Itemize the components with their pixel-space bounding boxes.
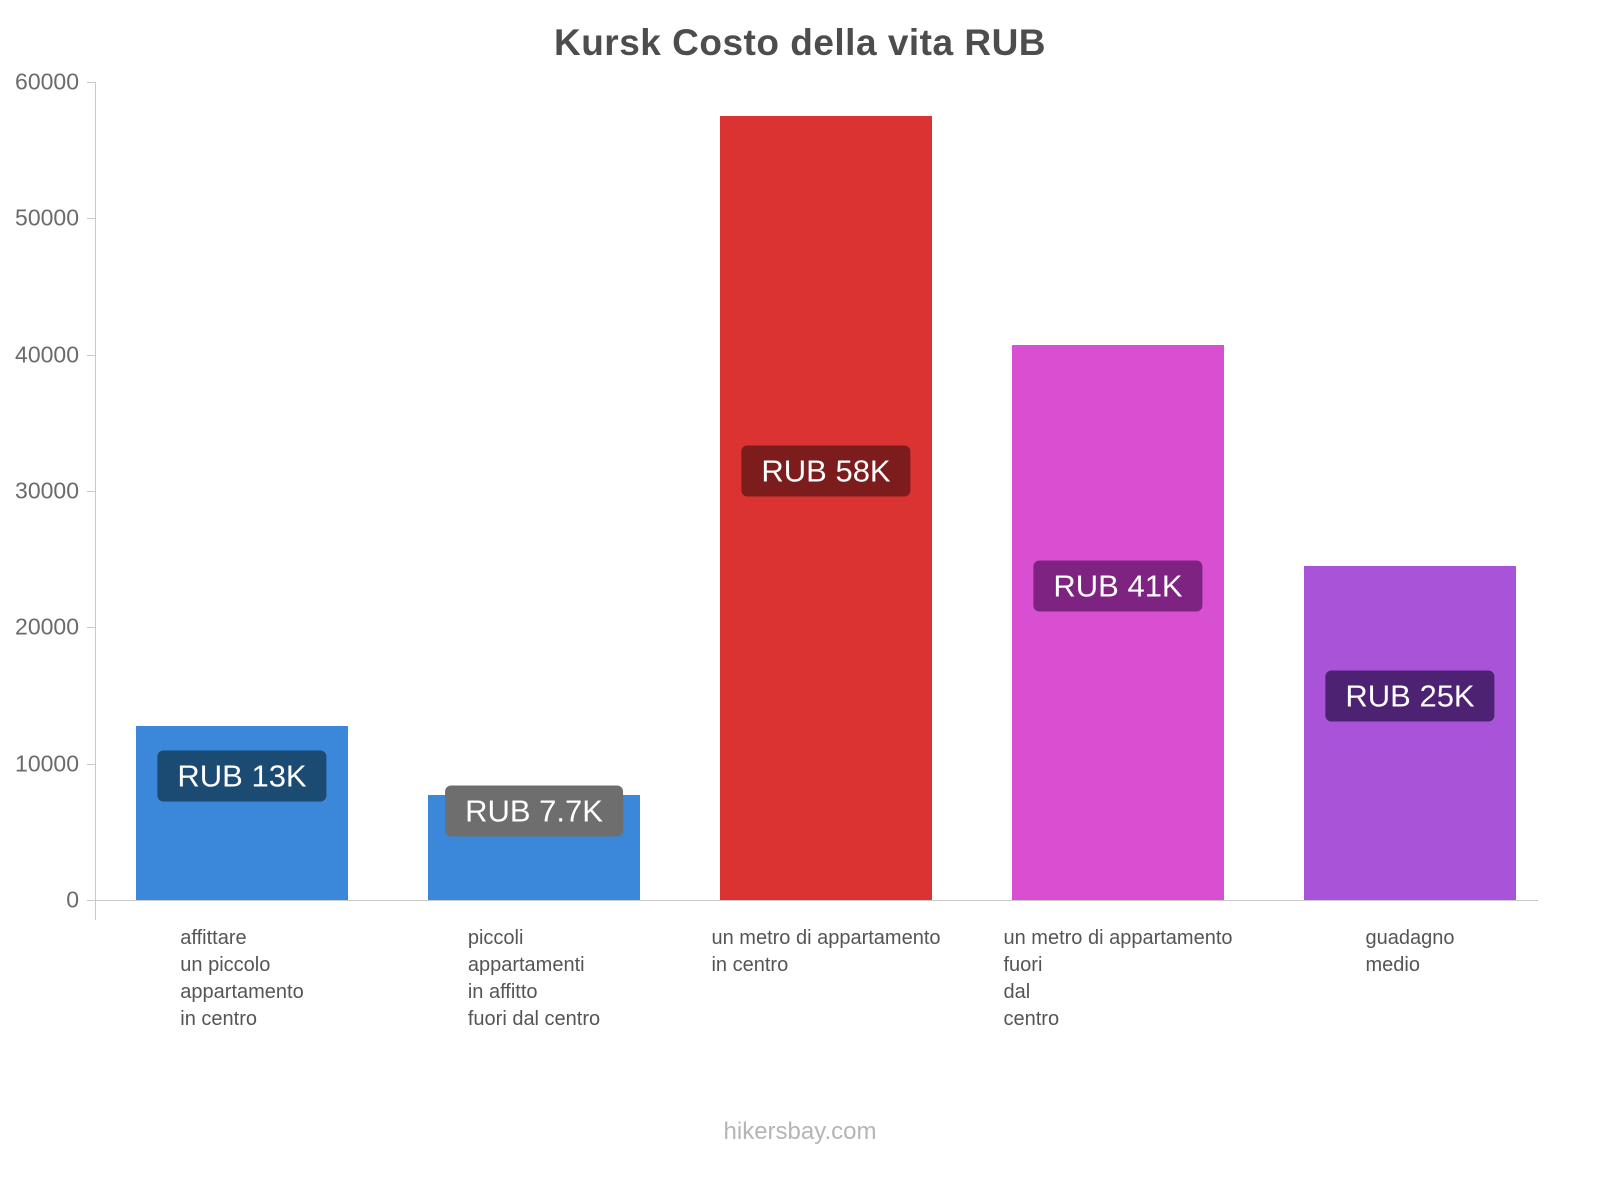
bar-value-label: RUB 25K xyxy=(1325,670,1495,722)
x-axis-line xyxy=(96,900,1538,901)
plot-area: 0 10000 20000 30000 40000 50000 60000 RUB 13K af… xyxy=(15,69,1555,1030)
y-axis-tick-mark xyxy=(87,763,96,765)
y-axis-line xyxy=(95,900,96,920)
x-axis-category-label: affittare un piccolo appartamento in cen… xyxy=(180,927,304,1030)
y-axis-tick-label: 60000 xyxy=(15,68,79,95)
bar-value-label: RUB 58K xyxy=(741,445,911,497)
footer-watermark: hikersbay.com xyxy=(723,1118,877,1145)
y-axis-tick-mark xyxy=(87,354,96,356)
x-axis-category-label: un metro di appartamento in centro xyxy=(711,927,941,976)
y-axis-tick-label: 0 xyxy=(66,886,79,913)
bar xyxy=(1012,345,1224,900)
bar-value-label: RUB 7.7K xyxy=(445,785,623,836)
x-axis-category-label: piccoli appartamenti in affitto fuori da… xyxy=(467,927,601,1030)
bar-value-label: RUB 41K xyxy=(1033,560,1203,612)
y-axis-tick-mark xyxy=(87,900,96,901)
y-axis-tick-mark xyxy=(87,627,96,629)
bar xyxy=(1304,565,1516,900)
y-axis-tick-mark xyxy=(87,82,96,83)
y-axis-tick-label: 20000 xyxy=(15,613,79,640)
bar-value-label: RUB 13K xyxy=(157,750,327,802)
y-axis-tick-label: 50000 xyxy=(15,204,79,231)
y-axis-tick-mark xyxy=(87,218,96,220)
y-axis-tick-mark xyxy=(87,491,96,492)
bar xyxy=(720,116,932,900)
y-axis-tick-label: 40000 xyxy=(15,341,79,368)
x-axis-category-label: guadagno medio xyxy=(1365,927,1455,976)
x-axis-category-label: un metro di appartamento fuori dal centr… xyxy=(1003,927,1233,1030)
chart-title: Kursk Costo della vita RUB xyxy=(553,22,1047,63)
y-axis-tick-label: 10000 xyxy=(15,750,79,777)
y-axis-tick-label: 30000 xyxy=(15,477,79,504)
